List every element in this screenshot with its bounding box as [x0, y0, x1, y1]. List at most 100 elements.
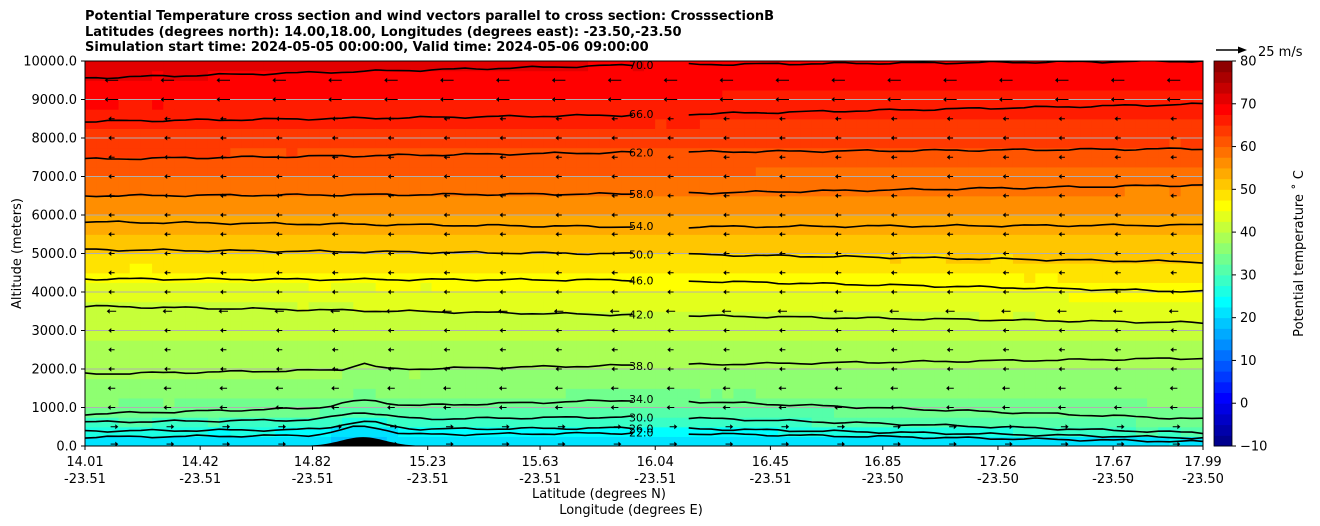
field-cell [688, 147, 701, 158]
field-cell [990, 243, 1003, 255]
field-cell [532, 80, 544, 91]
field-cell [1046, 234, 1059, 245]
field-cell [297, 272, 310, 283]
field-cell [1012, 340, 1025, 351]
field-cell [644, 349, 656, 360]
field-cell [386, 253, 399, 264]
wind-vector-head [394, 424, 398, 430]
field-cell [699, 320, 712, 332]
field-cell [386, 99, 399, 110]
field-cell [442, 378, 455, 389]
field-cell [766, 224, 779, 235]
field-cell [744, 234, 757, 245]
field-cell [554, 186, 567, 197]
field-cell [666, 61, 679, 72]
field-cell [834, 99, 846, 110]
contour-line [85, 357, 1203, 375]
field-cell [1102, 320, 1115, 332]
field-cell [1057, 99, 1070, 110]
field-cell [644, 224, 656, 235]
field-cell [923, 70, 936, 81]
field-cell [722, 157, 735, 168]
wind-vector-head [331, 154, 335, 160]
field-cell [107, 272, 120, 283]
wind-vector-head [890, 116, 894, 122]
field-cell [263, 397, 276, 409]
field-cell [96, 436, 108, 446]
field-cell [297, 99, 310, 110]
field-cell [554, 176, 567, 187]
field-cell [1080, 61, 1092, 72]
field-cell [118, 166, 131, 178]
field-cell [789, 157, 802, 168]
field-cell [353, 253, 366, 264]
field-cell [364, 301, 377, 312]
field-cell [219, 89, 231, 101]
field-cell [1124, 359, 1137, 370]
field-cell [1057, 157, 1070, 168]
field-cell [867, 272, 880, 283]
field-cell [96, 359, 108, 370]
field-cell [677, 205, 690, 216]
field-cell [957, 195, 969, 206]
field-cell [722, 426, 735, 437]
field-cell [878, 89, 891, 101]
field-cell [342, 378, 354, 389]
field-cell [1001, 330, 1014, 341]
field-cell [431, 272, 444, 283]
field-cell [789, 186, 802, 197]
field-cell [521, 234, 533, 245]
field-cell [85, 186, 97, 197]
field-cell [1124, 234, 1137, 245]
wind-vector-head [499, 289, 503, 295]
field-cell [386, 292, 399, 303]
field-cell [923, 301, 936, 312]
field-cell [811, 118, 824, 129]
field-cell [945, 157, 958, 168]
field-cell [330, 195, 343, 206]
field-cell [386, 369, 399, 380]
field-cell [409, 243, 421, 255]
field-cell [297, 157, 310, 168]
field-cell [789, 272, 802, 283]
field-cell [1102, 417, 1115, 428]
wind-vector-head [1058, 347, 1062, 353]
wind-vector-head [220, 212, 224, 218]
field-cell [856, 147, 869, 158]
field-cell [688, 426, 701, 437]
field-cell [979, 215, 992, 226]
field-cell [487, 330, 500, 341]
field-cell [1147, 243, 1159, 255]
field-cell [286, 253, 299, 264]
field-cell [185, 118, 198, 129]
field-cell [521, 301, 533, 312]
wind-vector-head [443, 135, 447, 141]
field-cell [252, 340, 265, 351]
field-cell [834, 253, 846, 264]
wind-vector-head [779, 289, 783, 295]
field-cell [453, 234, 466, 245]
field-cell [174, 215, 187, 226]
field-cell [140, 99, 153, 110]
field-cell [1113, 272, 1126, 283]
wind-vector-head [108, 347, 112, 353]
field-cell [957, 272, 969, 283]
field-cell [543, 407, 556, 418]
field-cell [275, 397, 287, 409]
wind-vector-head [1058, 289, 1062, 295]
wind-vector-head [946, 174, 950, 179]
field-cell [822, 215, 835, 226]
field-cell [699, 243, 712, 255]
field-cell [398, 80, 410, 91]
field-cell [711, 89, 723, 101]
field-cell [174, 234, 187, 245]
field-cell [263, 369, 276, 380]
field-cell [856, 320, 869, 332]
field-cell [375, 407, 388, 418]
field-cell [1080, 359, 1092, 370]
field-cell [565, 128, 578, 139]
field-cell [230, 272, 243, 283]
field-cell [979, 128, 992, 139]
field-cell [632, 70, 645, 81]
field-cell [1124, 176, 1137, 187]
